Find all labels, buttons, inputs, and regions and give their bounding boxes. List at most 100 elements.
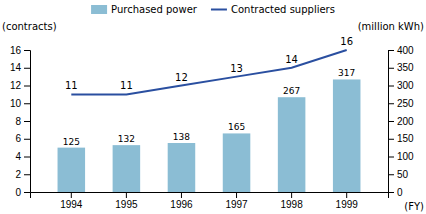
y2-tick-mark (388, 192, 394, 193)
y-tick: 12 (10, 80, 30, 91)
y-tick-label: 14 (10, 62, 22, 73)
y-tick-label: 12 (10, 80, 22, 91)
y2-tick-label: 400 (397, 45, 414, 56)
line-label: 12 (175, 72, 188, 83)
y-tick-mark (24, 139, 30, 140)
bar (278, 97, 306, 192)
y2-tick-label: 50 (397, 169, 409, 180)
y-tick-mark (24, 174, 30, 175)
y-tick: 8 (15, 116, 30, 127)
y2-tick-label: 0 (397, 187, 403, 198)
y-tick: 14 (10, 62, 30, 73)
x-tick-label: 1997 (225, 199, 248, 210)
x-tick-mark (181, 192, 182, 198)
x-tick-label: 1996 (170, 199, 193, 210)
bar-label: 138 (173, 132, 190, 142)
x-tick: 1994 (60, 192, 83, 210)
y2-tick: 150 (388, 133, 414, 144)
y-tick-label: 6 (15, 133, 21, 144)
y-tick: 6 (15, 133, 30, 144)
bar (223, 133, 251, 192)
bar (333, 79, 361, 192)
bar-label: 317 (338, 68, 355, 78)
x-tick-mark (291, 192, 292, 198)
x-tick: 1998 (280, 192, 303, 210)
line (71, 50, 346, 94)
y-tick-label: 0 (15, 187, 21, 198)
y-tick-mark (24, 103, 30, 104)
chart: 1994 1995 1996 1997 1998 1999 0 2 4 6 8 10 12 14 16 0 50… (0, 0, 426, 214)
x-axis: 1994 1995 1996 1997 1998 1999 (31, 192, 389, 210)
y2-tick-label: 300 (397, 80, 414, 91)
x-tick-mark (346, 192, 347, 198)
x-tick: 1997 (225, 192, 248, 210)
legend-swatch (211, 9, 227, 11)
y-tick: 16 (10, 45, 30, 56)
y-tick-mark (24, 157, 30, 158)
legend-item: Contracted suppliers (211, 4, 335, 15)
line-label: 16 (340, 36, 353, 47)
y-tick: 10 (10, 98, 30, 109)
y2-tick-mark (388, 121, 394, 122)
y-tick-mark (24, 86, 30, 87)
y2-axis-line (389, 51, 395, 193)
y-tick-mark (24, 68, 30, 69)
x-tick-label: 1999 (336, 199, 359, 210)
x-tick-mark (71, 192, 72, 198)
x-tick-mark (126, 192, 127, 198)
y-tick-mark (24, 192, 30, 193)
y2-axis-label: (million kWh) (358, 21, 424, 32)
y2-tick-mark (388, 86, 394, 87)
y2-tick: 200 (388, 116, 414, 127)
x-tick: 1999 (336, 192, 359, 210)
bar-label: 267 (283, 86, 300, 96)
x-axis-line (31, 193, 389, 199)
marks (58, 50, 361, 192)
legend-label: Purchased power (111, 4, 198, 15)
y2-tick-mark (388, 174, 394, 175)
y2-tick-mark (388, 139, 394, 140)
y-tick-mark (24, 50, 30, 51)
x-tick: 1995 (115, 192, 138, 210)
line-label: 11 (120, 80, 133, 91)
y-tick: 0 (15, 187, 30, 198)
legend-item: Purchased power (91, 4, 198, 15)
y-tick-label: 16 (10, 45, 22, 56)
y2-tick-mark (388, 68, 394, 69)
bar-series (58, 79, 361, 192)
legend-label: Contracted suppliers (231, 4, 335, 15)
y-tick-mark (24, 121, 30, 122)
y2-tick-label: 200 (397, 116, 414, 127)
x-tick-label: 1998 (280, 199, 303, 210)
y2-tick: 250 (388, 98, 414, 109)
y2-tick: 350 (388, 62, 414, 73)
y2-tick-label: 250 (397, 98, 414, 109)
y-tick: 4 (15, 151, 30, 162)
x-tick: 1996 (170, 192, 193, 210)
data-labels: 125132138165267317111112131416 (63, 36, 356, 147)
line-label: 14 (285, 54, 298, 65)
y2-tick: 0 (388, 187, 403, 198)
y2-axis: 0 50 100 150 200 250 300 350 400 (388, 45, 414, 198)
bar (113, 145, 141, 192)
bar (58, 148, 86, 192)
bar-label: 132 (118, 134, 135, 144)
y2-tick-label: 100 (397, 151, 414, 162)
x-tick-mark (236, 192, 237, 198)
y-tick-label: 4 (15, 151, 21, 162)
x-axis-label: (FY) (404, 201, 424, 212)
y2-tick-mark (388, 103, 394, 104)
y2-tick-label: 350 (397, 62, 414, 73)
legend-swatch (91, 5, 107, 14)
y-tick-label: 2 (15, 169, 21, 180)
plot: 1994 1995 1996 1997 1998 1999 0 2 4 6 8 10 12 14 16 0 50… (10, 36, 414, 210)
y2-tick: 400 (388, 45, 414, 56)
bar (168, 143, 196, 192)
line-label: 13 (230, 63, 243, 74)
y2-tick: 50 (388, 169, 409, 180)
bar-label: 125 (63, 137, 80, 147)
x-tick-label: 1994 (60, 199, 83, 210)
y-axis: 0 2 4 6 8 10 12 14 16 (10, 45, 31, 198)
bar-label: 165 (228, 122, 245, 132)
x-tick-label: 1995 (115, 199, 138, 210)
